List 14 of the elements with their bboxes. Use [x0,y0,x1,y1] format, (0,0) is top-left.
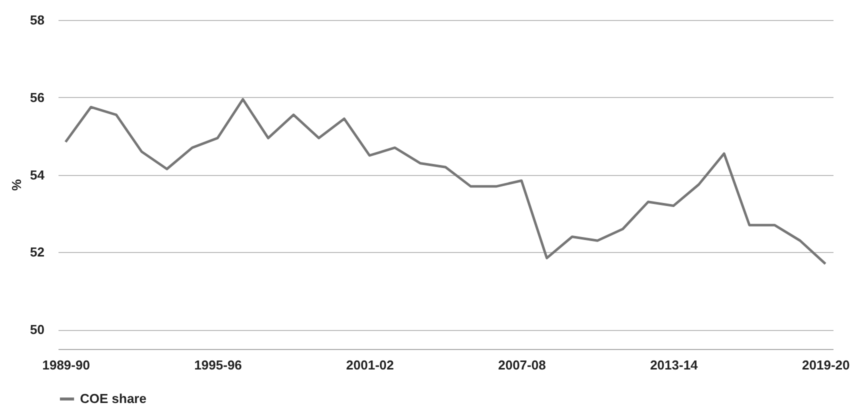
y-tick-label: 56 [30,90,44,105]
y-axis-title: % [9,178,24,191]
x-tick-label: 2013-14 [650,358,699,372]
y-tick-label: 58 [30,12,44,28]
x-tick-label: 2001-02 [346,358,394,372]
line-series [64,98,827,266]
x-tick-label: 2007-08 [498,358,546,372]
y-tick-label: 54 [30,167,46,182]
y-tick-label: 50 [30,322,44,338]
y-tick-label: 52 [30,244,44,260]
x-tick-label: 1995-96 [194,358,242,372]
x-tick-label: 2019-20 [802,358,850,372]
x-tick-label: 1989-90 [42,358,90,372]
legend-label: COE share [80,391,146,406]
